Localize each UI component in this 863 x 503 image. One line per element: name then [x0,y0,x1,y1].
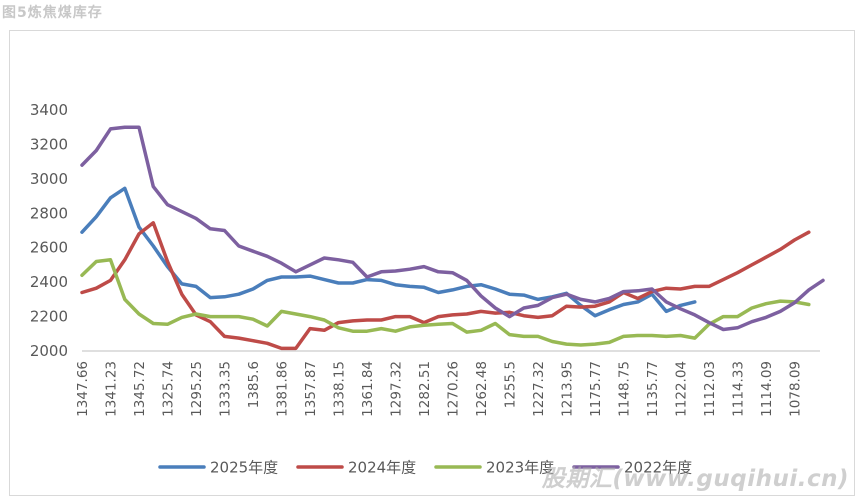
x-tick-label: 1381.86 [275,361,291,417]
legend-item: 2025年度 [158,459,278,477]
legend-item: 2022年度 [572,459,692,477]
x-tick-label: 1114.33 [731,361,747,417]
y-axis: 2000 2200 2400 2600 2800 3000 3200 3400 [30,101,68,360]
y-tick-label: 3000 [30,170,68,188]
x-tick-label: 1333.35 [218,361,234,417]
y-tick-label: 3400 [30,101,68,119]
x-tick-label: 1282.51 [417,361,433,417]
chart-frame [9,30,855,496]
series-line [80,221,811,351]
legend-label: 2023年度 [486,459,554,477]
y-tick-label: 2600 [30,239,68,257]
figure-title: 图5炼焦煤库存 [2,5,103,21]
legend-item: 2024年度 [296,459,416,477]
legend: 2025年度 2024年度 2023年度 2022年度 [158,459,692,477]
x-tick-label: 1114.09 [759,361,775,417]
legend-label: 2024年度 [348,459,416,477]
x-tick-label: 1135.77 [645,361,661,417]
y-tick-label: 3200 [30,135,68,153]
x-tick-label: 1295.25 [189,361,205,417]
x-tick-label: 1297.32 [389,361,405,417]
x-tick-label: 1357.87 [303,361,319,417]
x-tick-label: 1338.15 [332,361,348,417]
series-line [80,125,825,332]
y-tick-label: 2000 [30,342,68,360]
series-layer [80,125,825,351]
x-tick-label: 1078.09 [788,361,804,417]
x-tick-label: 1255.5 [503,361,519,408]
x-tick-label: 1345.72 [132,361,148,417]
x-tick-label: 1385.6 [246,361,262,408]
x-tick-label: 1112.03 [702,361,718,417]
y-tick-label: 2200 [30,308,68,326]
y-tick-label: 2400 [30,273,68,291]
legend-label: 2025年度 [210,459,278,477]
x-tick-label: 1175.77 [588,361,604,417]
x-tick-label: 1148.75 [617,361,633,417]
x-tick-label: 1122.04 [674,361,690,417]
x-tick-label: 1270.26 [446,361,462,417]
y-tick-label: 2800 [30,204,68,222]
legend-item: 2023年度 [434,459,554,477]
legend-label: 2022年度 [624,459,692,477]
x-tick-label: 1341.23 [104,361,120,417]
series-line [80,258,811,347]
x-tick-label: 1213.95 [560,361,576,417]
x-tick-label: 1262.48 [474,361,490,417]
x-axis: 1347.66 1341.23 1345.72 1325.74 1295.25 1333.… [75,350,820,417]
watermark: 股期汇(www.guqihui.cn) [541,466,849,492]
x-tick-label: 1227.32 [531,361,547,417]
x-tick-label: 1325.74 [161,361,177,417]
series-line [80,186,697,318]
x-tick-label: 1347.66 [75,361,91,417]
x-tick-label: 1361.84 [360,361,376,417]
